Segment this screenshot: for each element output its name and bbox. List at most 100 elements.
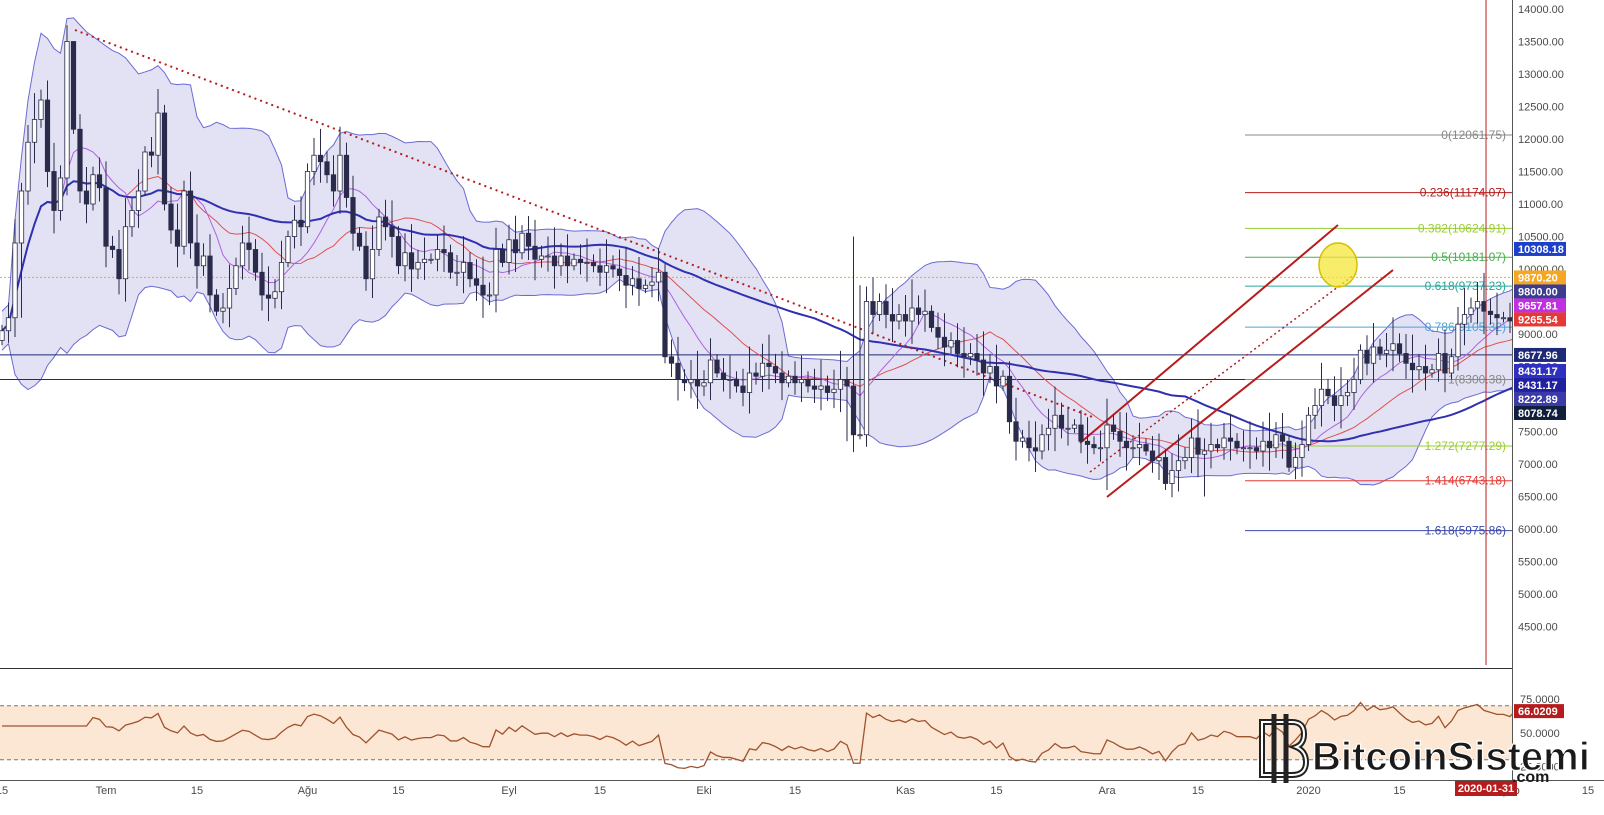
candle-body [324,161,330,176]
fibonacci-level-label: 0.382(10624.91) [1418,221,1506,235]
candle-body [18,190,25,244]
candle [1435,338,1442,382]
candle [252,239,259,281]
candle-body [1325,388,1331,397]
candle-body [1494,314,1500,319]
candle [1416,353,1422,380]
candle [727,355,733,399]
candle [1487,298,1494,325]
candle-body [1318,388,1325,406]
candle-body [772,366,779,374]
candle-body [1208,444,1214,452]
candle-body [675,362,681,380]
candle-body [5,317,12,332]
candle-body [90,174,96,205]
candle [1474,282,1481,324]
time-axis-tick: Tem [96,785,117,797]
time-axis-tick: Kas [896,785,915,797]
candle [317,128,324,183]
candle [688,360,694,399]
candle [1383,333,1390,368]
candle [1162,449,1169,490]
candle [415,249,421,280]
candle-body [733,379,740,387]
candle-body [64,41,70,179]
candle [1175,434,1182,492]
price-axis-tick: 11000.00 [1518,199,1563,211]
candle [1422,344,1429,391]
candle [18,182,25,318]
candle-body [337,154,343,192]
candle [1240,430,1247,462]
candle [330,155,337,207]
crosshair-date-text: 2020-01-31 [1458,783,1514,795]
candle [480,256,486,318]
candle-body [1364,349,1370,364]
candle-body [967,353,974,358]
candle-body [1266,440,1273,449]
candle-body [369,249,376,280]
candle-body [935,327,941,338]
candle [649,267,655,298]
candle-body [1474,301,1481,309]
candle [876,293,883,321]
time-axis[interactable]: 15Tem15Ağu15Eyl15Eki15Kas15Ara15202015Şu… [0,781,1604,797]
price-badge: 9800.00 [1514,284,1566,299]
candle [1403,334,1409,379]
candle-body [798,379,805,384]
candle [701,370,707,397]
fibonacci-level-label: 0.5(10181.07) [1431,250,1506,264]
time-axis-tick: 15 [789,785,801,797]
candle [1201,438,1208,497]
candle-body [1058,414,1065,429]
candle [948,332,954,354]
candle [668,339,675,378]
candle-body [1253,447,1260,452]
rsi-line [2,701,1512,770]
price-axis-tick: 13500.00 [1518,37,1564,49]
candle-body [759,362,766,377]
candle [116,230,122,295]
candle [298,196,304,246]
candle-body [174,229,181,247]
candle [1461,288,1468,346]
candle-body [376,216,382,250]
candle [590,254,597,273]
candle-body [512,239,519,254]
bitcoinsistemi-watermark: BitcoinSistemi .com [1259,714,1590,786]
candle-body [590,262,597,267]
price-axis-tick: 7000.00 [1518,459,1558,471]
candle [1091,436,1097,455]
candle [200,243,207,276]
bollinger-bands [1,17,1512,486]
candle-body [1227,437,1234,442]
candle [1409,334,1416,393]
candle-body [818,385,824,390]
candle [551,227,558,289]
candle-body [1377,346,1383,354]
price-badge-text: 9657.81 [1518,300,1558,312]
candle [870,277,876,334]
candle-body [389,226,395,237]
price-badge: 8222.89 [1514,391,1566,406]
candle [148,137,155,168]
candle-body [727,379,733,381]
candle-body [1214,444,1221,449]
candle [1188,418,1195,474]
candle [168,186,174,244]
candle [597,248,603,287]
candle [980,331,987,396]
candle [1227,413,1234,461]
rsi-axis-tick: 75.0000 [1520,694,1560,706]
candle-body [1279,434,1286,442]
candle-body [694,379,701,387]
rsi-axis[interactable]: 75.0000 50.0000 25.0000 66.0209 [1514,694,1564,774]
candle-body [1136,444,1143,449]
candle-body [109,245,116,250]
candle [25,125,31,205]
candle-body [272,291,278,299]
candle [447,244,454,279]
candle [1500,311,1507,323]
candle-body [129,210,135,228]
candle [1071,419,1078,433]
